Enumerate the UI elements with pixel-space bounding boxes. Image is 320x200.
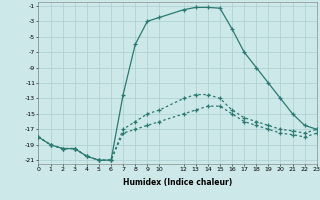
X-axis label: Humidex (Indice chaleur): Humidex (Indice chaleur) — [123, 178, 232, 187]
